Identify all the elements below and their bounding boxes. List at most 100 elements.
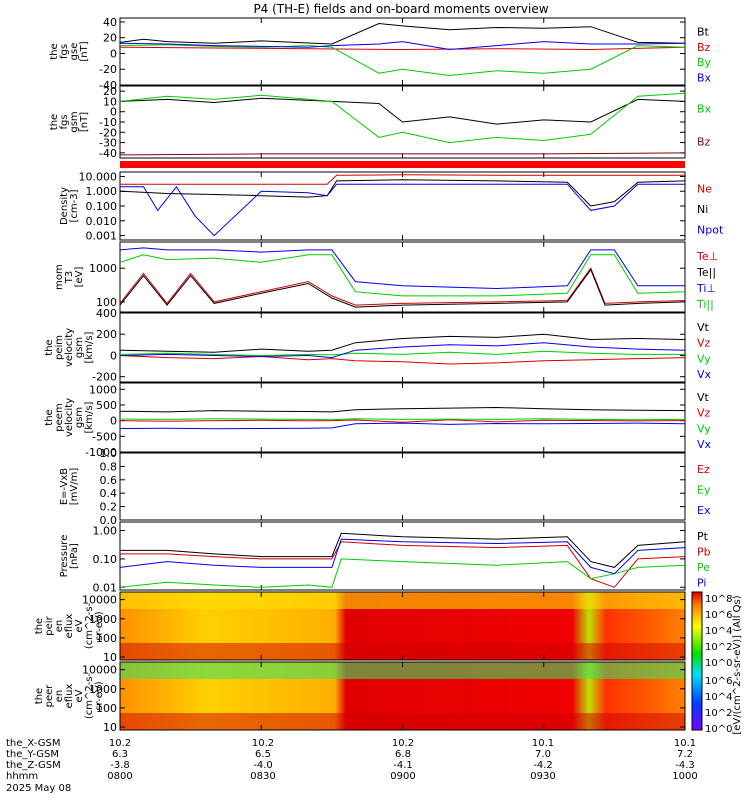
colorbar-tick-label: 10^8	[705, 594, 732, 605]
legend-label-Ti||: Ti||	[696, 298, 714, 311]
y-tick-label: 1000	[89, 683, 117, 696]
legend-label-Vt: Vt	[697, 391, 710, 404]
panel-e-field: 1.00.80.60.40.20.0 E=-VxB [mV/m] Ez Ey Ex	[59, 447, 711, 527]
series-line-Vt	[119, 333, 686, 353]
ephemeris-value: 6.3	[112, 749, 128, 760]
series-line-Bx	[119, 92, 686, 144]
series-line-Ti||	[119, 254, 686, 297]
legend-label-Ti⊥: Ti⊥	[696, 282, 716, 295]
ephemeris-value: 1000	[672, 771, 697, 782]
y-axis-label: sr-eV)	[94, 611, 105, 640]
series-line-Bt	[119, 97, 686, 125]
panel-fgs-gse: 40 20 0 -20 -40 the fgs gse [nT] Bt Bz By Bx	[49, 16, 712, 92]
legend-label-Bx: Bx	[697, 103, 712, 116]
y-tick-label: 100	[96, 296, 117, 309]
y-tick-label: 0	[110, 47, 117, 60]
y-tick-label: 0	[110, 415, 117, 428]
legend-label-Vx: Vx	[697, 438, 712, 451]
series-line-Vz	[119, 419, 686, 423]
y-axis-label: eflux	[64, 684, 75, 709]
y-tick-label: 10000	[82, 594, 117, 607]
series-line-Te||	[119, 268, 686, 308]
y-tick-label: 40	[103, 16, 117, 29]
y-axis-label: en	[54, 690, 65, 703]
y-axis-label: peem	[54, 403, 65, 431]
y-tick-label: -40	[99, 79, 117, 92]
colorbar-tick-label: 10^6	[705, 610, 732, 621]
legend-label-By: By	[697, 56, 712, 69]
ephemeris-row-label: the_Y-GSM	[6, 749, 59, 760]
y-axis-label: Density	[59, 187, 70, 225]
y-tick-label: 0	[110, 106, 117, 119]
legend-label-Pe: Pe	[697, 561, 710, 574]
y-axis-label: the	[34, 688, 45, 704]
colorbar: 10^8 10^6 10^4 10^2 10^0 10^6 10^4 10^2 10^0 [eV/…	[691, 591, 743, 735]
y-tick-label: 200	[96, 328, 117, 341]
y-axis-label: the	[44, 409, 55, 425]
y-tick-label: 1000	[89, 613, 117, 626]
series-line-Pb	[120, 541, 686, 588]
y-tick-label: 500	[96, 399, 117, 412]
series-line-Bt	[119, 22, 686, 45]
panel-temperature: 1000 100 mom T3 [eV] Te⊥ Te|| Ti⊥ Ti||	[54, 241, 718, 313]
y-axis-label: T3	[64, 271, 75, 284]
panel-peir-spectrogram: 10000 1000 100 10 the peir en eflux eV (cm^2-s-sr…	[34, 591, 686, 664]
ephemeris-value: -4.0	[253, 760, 273, 771]
legend-label-Vt: Vt	[697, 321, 710, 334]
series-line-Bx	[119, 41, 686, 51]
y-tick-label: -30	[99, 137, 117, 150]
ephemeris-row-label: the_X-GSM	[6, 738, 60, 749]
y-tick-label: 0.100	[86, 200, 118, 213]
y-axis-label: E=-VxB	[59, 468, 70, 505]
ephemeris-value: 10.2	[392, 738, 414, 749]
panel-frame	[119, 241, 686, 313]
y-axis-label: Pressure	[59, 535, 70, 578]
y-tick-label: 0.001	[86, 230, 118, 243]
series-line-Ni	[119, 179, 686, 207]
y-tick-label: 10	[103, 721, 117, 734]
y-axis-label: the	[49, 43, 60, 59]
y-tick-label: 20	[103, 85, 117, 98]
y-axis-label: the	[49, 114, 60, 130]
colorbar-tick-label: 10^0	[705, 724, 732, 735]
legend-label-Vy: Vy	[697, 422, 711, 435]
y-tick-label: -40	[99, 147, 117, 160]
y-tick-label: 10000	[82, 664, 117, 677]
y-tick-label: 100	[96, 702, 117, 715]
legend-label-Vz: Vz	[697, 407, 711, 420]
ephemeris-value: 6.8	[395, 749, 411, 760]
series-line-Vz	[119, 355, 686, 365]
legend-label-Bz: Bz	[697, 136, 711, 149]
panel-frame	[119, 452, 686, 521]
series-line-Vx	[119, 342, 686, 359]
separator-bar	[120, 161, 685, 168]
legend-label-Te||: Te||	[696, 266, 716, 279]
panel-frame	[119, 171, 686, 241]
y-axis-label: [mV/m]	[69, 468, 80, 506]
series-line-Vx	[119, 422, 686, 430]
y-tick-label: -10	[99, 116, 117, 129]
ephemeris-row-label: the_Z-GSM	[6, 760, 61, 771]
legend-label-Pi: Pi	[697, 576, 706, 589]
y-tick-label: 100	[96, 632, 117, 645]
series-line-Vt	[119, 406, 686, 413]
y-tick-label: 1.000	[86, 185, 118, 198]
panel-density: 10.000 1.000 0.100 0.010 0.001 Density [cm-3] N…	[59, 170, 724, 242]
y-axis-label: the	[44, 339, 55, 355]
series-line-Pt	[120, 532, 686, 568]
series-line-By	[119, 44, 686, 77]
ephemeris-value: -4.1	[393, 760, 413, 771]
y-axis-label: [cm-3]	[69, 189, 80, 222]
legend-label-Vx: Vx	[697, 368, 712, 381]
y-axis-label: [nPa]	[69, 543, 80, 569]
ephemeris-value: 0830	[250, 771, 275, 782]
legend-label-Pb: Pb	[697, 545, 711, 558]
colorbar-bar	[691, 591, 703, 731]
plot-title: P4 (TH-E) fields and on-board moments ov…	[253, 2, 548, 16]
y-axis-label: peer	[44, 684, 55, 708]
colorbar-label: [eV/(cm^2-s-sr-eV)] (All Qs)	[732, 595, 743, 734]
colorbar-tick-label: 10^4	[705, 692, 732, 703]
y-axis-label: gsm	[69, 111, 80, 132]
ephemeris-table: the_X-GSM 10.2 10.2 10.2 10.1 10.1 the_Y-GSM 6.…	[6, 738, 698, 794]
